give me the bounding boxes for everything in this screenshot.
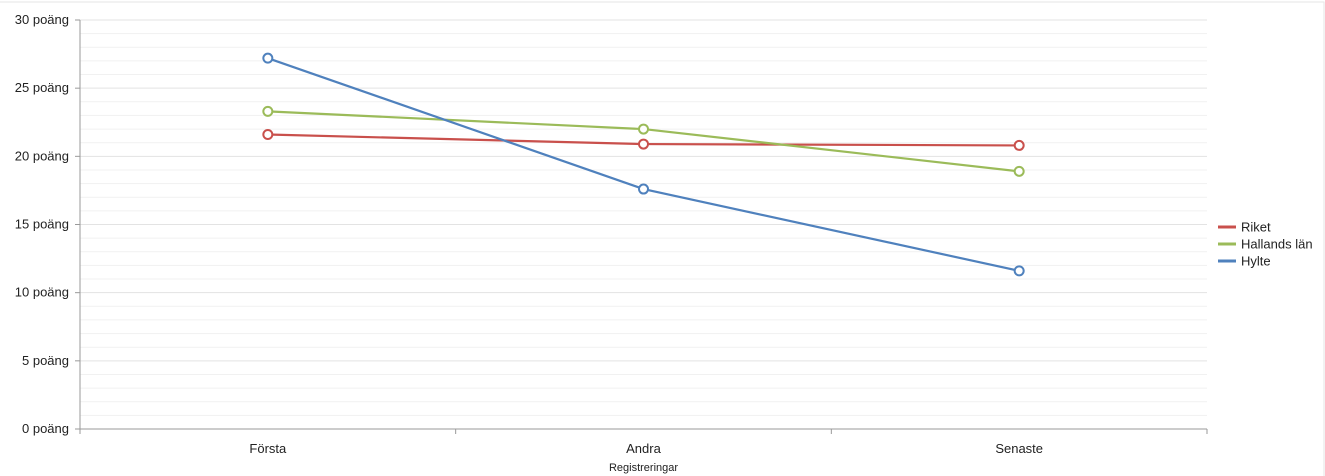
data-point-hallands-l-n[interactable] xyxy=(638,123,649,135)
series-line-hylte xyxy=(267,57,1020,272)
legend-item-riket[interactable]: Riket xyxy=(1218,220,1271,235)
data-point-hylte[interactable] xyxy=(638,183,649,195)
y-tick-label: 5 poäng xyxy=(22,353,69,368)
y-tick-label: 10 poäng xyxy=(15,285,69,300)
axes xyxy=(75,19,1208,434)
legend-label: Hallands län xyxy=(1241,237,1313,252)
y-axis-labels: 0 poäng 5 poäng 10 poäng 15 poäng 20 poäng 25… xyxy=(15,12,69,436)
legend-label: Hylte xyxy=(1241,254,1271,269)
x-tick-label: Första xyxy=(249,441,287,456)
y-tick-label: 25 poäng xyxy=(15,80,69,95)
series-hylte xyxy=(262,52,1025,277)
data-point-hylte[interactable] xyxy=(1013,265,1025,277)
x-tick-label: Senaste xyxy=(995,441,1043,456)
y-tick-label: 0 poäng xyxy=(22,421,69,436)
legend-item-hylte[interactable]: Hylte xyxy=(1218,254,1271,269)
series-hallands-l-n xyxy=(262,105,1025,177)
series-group xyxy=(262,52,1025,277)
y-tick-label: 30 poäng xyxy=(15,12,69,27)
data-point-riket[interactable] xyxy=(1013,139,1025,151)
data-point-hylte[interactable] xyxy=(262,52,274,64)
x-tick-label: Andra xyxy=(626,441,661,456)
y-tick-label: 20 poäng xyxy=(15,148,69,163)
data-point-riket[interactable] xyxy=(262,129,274,141)
data-point-hallands-l-n[interactable] xyxy=(262,105,274,117)
data-point-riket[interactable] xyxy=(638,138,649,150)
legend-item-hallands-l-n[interactable]: Hallands län xyxy=(1218,237,1313,252)
grid xyxy=(80,19,1207,416)
x-axis-labels: Första Andra Senaste xyxy=(249,441,1043,456)
data-point-hallands-l-n[interactable] xyxy=(1013,165,1025,177)
y-tick-label: 15 poäng xyxy=(15,217,69,232)
x-axis-title: Registreringar xyxy=(609,462,678,474)
series-riket xyxy=(262,129,1025,151)
legend-label: Riket xyxy=(1241,220,1271,235)
legend: Riket Hallands län Hylte xyxy=(1218,220,1313,269)
